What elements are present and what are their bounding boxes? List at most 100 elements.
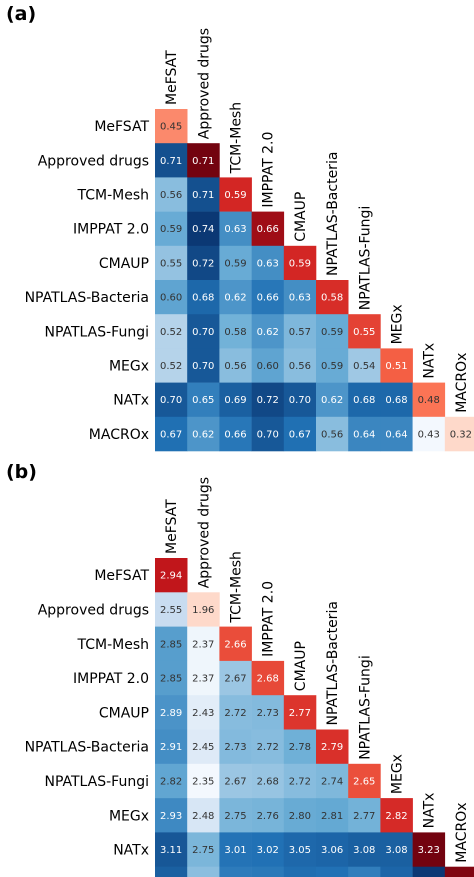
heatmap-cell (219, 314, 252, 349)
column-label: CMAUP (293, 192, 309, 242)
heatmap-cell (187, 177, 220, 212)
heatmap-cell (187, 245, 220, 281)
diagonal-cell (412, 382, 446, 418)
cell-value: 0.70 (160, 395, 182, 406)
heatmap-cell (219, 211, 252, 247)
heatmap-cell (219, 280, 252, 315)
heatmap-cell (155, 177, 188, 212)
row-label: IMPPAT 2.0 (73, 222, 149, 238)
heatmap-cell (283, 763, 317, 799)
cell-value: 2.75 (192, 845, 214, 856)
cell-value: 0.56 (224, 361, 246, 372)
diagonal-cell (251, 211, 285, 247)
heatmap-cell (316, 382, 349, 418)
cell-value: 0.66 (257, 293, 279, 304)
diagonal-cell (219, 177, 252, 212)
cell-value: 0.72 (257, 395, 279, 406)
diagonal-cell (444, 416, 474, 452)
cell-value: 0.64 (385, 429, 407, 440)
heatmap-cell (187, 211, 220, 247)
cell-value: 2.68 (257, 776, 279, 787)
row-label: MEGx (109, 359, 149, 375)
cell-value: 0.66 (224, 429, 246, 440)
cell-value: 0.60 (160, 293, 182, 304)
diagonal-cell (283, 245, 317, 281)
heatmap-cell (348, 348, 381, 383)
column-label: NPATLAS-Bacteria (325, 601, 341, 725)
row-label: TCM-Mesh (77, 637, 150, 653)
cell-value: 0.66 (257, 224, 279, 235)
diagonal-cell (412, 832, 446, 867)
cell-value: 2.82 (160, 776, 182, 787)
cell-value: 0.59 (224, 258, 246, 269)
cell-value: 0.74 (192, 224, 214, 235)
column-label: MeFSAT (164, 50, 180, 105)
row-label: Approved drugs (38, 153, 149, 169)
heatmap-cell (251, 763, 285, 799)
heatmap-cell (155, 314, 188, 349)
cell-value: 0.58 (224, 327, 246, 338)
heatmap-cell (251, 314, 285, 349)
cell-value: 0.63 (289, 293, 311, 304)
column-label: MACROx (454, 353, 470, 413)
heatmap-cell (219, 245, 252, 281)
cell-value: 0.62 (224, 293, 246, 304)
diagonal-cell (187, 592, 220, 627)
heatmap-cell (380, 866, 413, 877)
heatmap-cell (187, 416, 220, 452)
heatmap-cell (316, 763, 349, 799)
cell-value: 2.78 (289, 742, 311, 753)
column-label: TCM-Mesh (229, 551, 245, 624)
heatmap-cell (283, 382, 317, 418)
diagonal-cell (155, 109, 188, 144)
row-label: Approved drugs (38, 602, 149, 618)
heatmap-cell (187, 626, 220, 662)
cell-value: 2.66 (224, 639, 246, 650)
cell-value: 0.67 (289, 429, 311, 440)
heatmap-cell (316, 866, 349, 877)
heatmap-cell (219, 695, 252, 730)
cell-value: 2.93 (160, 811, 182, 822)
diagonal-cell (380, 798, 413, 833)
column-label: TCM-Mesh (229, 102, 245, 175)
heatmap-cell (316, 798, 349, 833)
cell-value: 0.67 (160, 429, 182, 440)
cell-value: 0.52 (160, 327, 182, 338)
heatmap-cell (283, 348, 317, 383)
row-label: NPATLAS-Bacteria (25, 290, 149, 306)
cell-value: 2.80 (289, 811, 311, 822)
cell-value: 0.68 (192, 293, 214, 304)
cell-value: 0.59 (160, 224, 182, 235)
column-label: MEGx (390, 304, 406, 344)
heatmap-cell (155, 592, 188, 627)
heatmap-cell (316, 314, 349, 349)
diagonal-cell (283, 695, 317, 730)
cell-value: 2.37 (192, 674, 214, 685)
heatmap-cell (155, 729, 188, 765)
cell-value: 0.63 (257, 258, 279, 269)
heatmap-cell (219, 416, 252, 452)
cell-value: 2.77 (289, 708, 311, 719)
heatmap-cell (380, 832, 413, 867)
heatmap-cell (283, 832, 317, 867)
cell-value: 2.75 (224, 811, 246, 822)
row-label: NPATLAS-Bacteria (25, 740, 149, 756)
cell-value: 0.70 (192, 361, 214, 372)
heatmap-cell (155, 348, 188, 383)
heatmap-cell (348, 798, 381, 833)
cell-value: 2.35 (192, 776, 214, 787)
cell-value: 2.73 (224, 742, 246, 753)
cell-value: 0.69 (224, 395, 246, 406)
row-label: IMPPAT 2.0 (73, 671, 149, 687)
cell-value: 2.37 (192, 639, 214, 650)
heatmap-cell (348, 416, 381, 452)
heatmap-cell (348, 832, 381, 867)
row-label: CMAUP (99, 256, 149, 272)
column-label: NATx (422, 793, 438, 829)
heatmap-cell (155, 143, 188, 178)
heatmap-cell (187, 382, 220, 418)
cell-value: 1.96 (192, 605, 214, 616)
heatmap-cell (251, 382, 285, 418)
heatmap-cell (219, 798, 252, 833)
cell-value: 0.55 (160, 258, 182, 269)
